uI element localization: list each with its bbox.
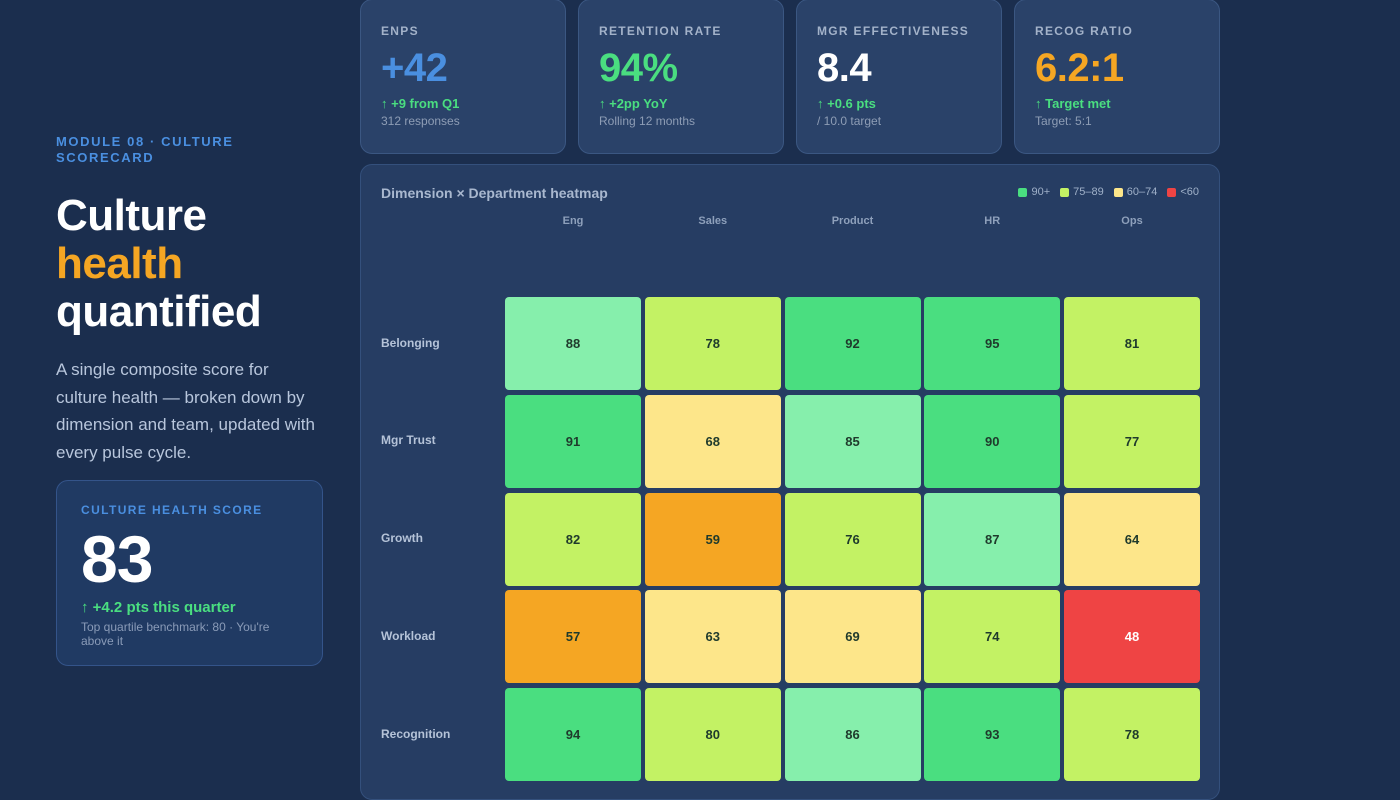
heatmap-legend: 90+ 75–89 60–74 <60 [1018,186,1199,198]
intro-column: MODULE 08 · CULTURE SCORECARD Culture he… [56,134,326,666]
legend-swatch [1167,187,1177,197]
kpi-card-retention-rate: RETENTION RATE 94% ↑ +2pp YoY Rolling 12… [578,0,784,154]
legend-swatch [1018,187,1028,197]
heatmap-cell: 68 [644,394,781,488]
heatmap-cell: 77 [1064,394,1200,488]
kpi-value: 6.2:1 [1035,46,1124,90]
legend-label: 75–89 [1073,186,1104,198]
page-title: Culture health quantified [56,192,326,336]
kpi-delta: ↑ Target met [1035,96,1111,111]
heatmap-cell: 90 [924,394,1061,488]
heatmap-cell: 94 [505,688,641,781]
kpi-value: 94% [599,46,678,90]
heatmap-cell: 82 [505,492,641,586]
heatmap-cell: 74 [924,590,1061,684]
row-header: Mgr Trust [381,433,436,448]
legend-label: 60–74 [1126,186,1158,198]
kpi-label: RECOG RATIO [1035,24,1134,38]
heatmap-cell: 64 [1064,492,1200,586]
legend-label: <60 [1180,186,1199,198]
kpi-value: +42 [381,46,448,90]
row-header: Growth [381,531,423,545]
heatmap-cell: 87 [924,492,1061,586]
heatmap-cell: 76 [784,492,921,586]
column-header: HR [984,215,1001,227]
legend-label: 90+ [1031,186,1051,198]
column-header: Ops [1121,215,1143,227]
headline-line-2: health [56,239,183,288]
heatmap-cell: 81 [1064,297,1200,390]
module-eyebrow: MODULE 08 · CULTURE SCORECARD [56,134,234,165]
legend-swatch [1060,187,1070,197]
heatmap-cell: 91 [505,394,641,488]
kpi-subtext: / 10.0 target [817,114,882,128]
legend-item: 75–89 [1060,186,1104,198]
score-delta: ↑ +4.2 pts this quarter [81,599,236,616]
kpi-subtext: Target: 5:1 [1035,114,1092,128]
kpi-delta: ↑ +2pp YoY [599,96,668,111]
column-header: Product [831,215,874,227]
heatmap-cell: 69 [784,590,921,684]
kpi-label: ENPS [381,24,419,38]
row-header: Recognition [381,726,451,741]
culture-health-score-card: CULTURE HEALTH SCORE 83 ↑ +4.2 pts this … [56,480,323,666]
heatmap-cell: 57 [505,590,641,684]
heatmap-cell: 95 [924,297,1061,390]
page-description: A single composite score for culture hea… [56,360,315,462]
heatmap-cell: 88 [505,297,641,390]
heatmap-cell: 80 [644,688,781,781]
heatmap-cell: 92 [784,297,921,390]
heatmap-cell: 78 [1064,688,1200,781]
row-header: Workload [381,628,436,643]
kpi-card-mgr-effectiveness: MGR EFFECTIVENESS 8.4 ↑ +0.6 pts / 10.0 … [796,0,1002,154]
kpi-subtext: 312 responses [381,114,460,128]
headline-line-3: quantified [56,287,262,336]
column-header: Sales [698,215,728,227]
score-benchmark-note: Top quartile benchmark: 80 · You're abov… [81,620,270,648]
kpi-label: MGR EFFECTIVENESS [817,24,970,38]
kpi-value: 8.4 [817,46,872,90]
legend-swatch [1113,187,1123,197]
kpi-label: RETENTION RATE [599,24,722,38]
heatmap-cell: 59 [644,492,781,586]
score-label: CULTURE HEALTH SCORE [81,503,263,517]
legend-item: 90+ [1018,186,1050,198]
legend-item: 60–74 [1113,186,1158,198]
heatmap-panel: Dimension × Department heatmap 90+ 75–89 6… [360,164,1220,800]
heatmap-cell: 48 [1064,590,1200,684]
kpi-card-enps: ENPS +42 ↑ +9 from Q1 312 responses [360,0,566,154]
kpi-subtext: Rolling 12 months [599,114,696,128]
heatmap-cell: 93 [924,688,1061,781]
legend-item: <60 [1167,186,1199,198]
score-value: 83 [81,522,153,596]
column-header: Eng [562,215,584,227]
heatmap-cell: 86 [784,688,921,781]
heatmap-cell: 78 [644,297,781,390]
headline-line-1: Culture [56,191,207,240]
heatmap-cell: 85 [784,394,921,488]
row-header: Belonging [381,335,440,350]
kpi-delta: ↑ +0.6 pts [817,96,876,111]
heatmap-title: Dimension × Department heatmap [381,185,608,201]
heatmap-cell: 63 [644,590,781,684]
kpi-delta: ↑ +9 from Q1 [381,96,460,111]
kpi-row: ENPS +42 ↑ +9 from Q1 312 responses RETE… [360,0,1220,154]
kpi-card-recog-ratio: RECOG RATIO 6.2:1 ↑ Target met Target: 5… [1014,0,1220,154]
